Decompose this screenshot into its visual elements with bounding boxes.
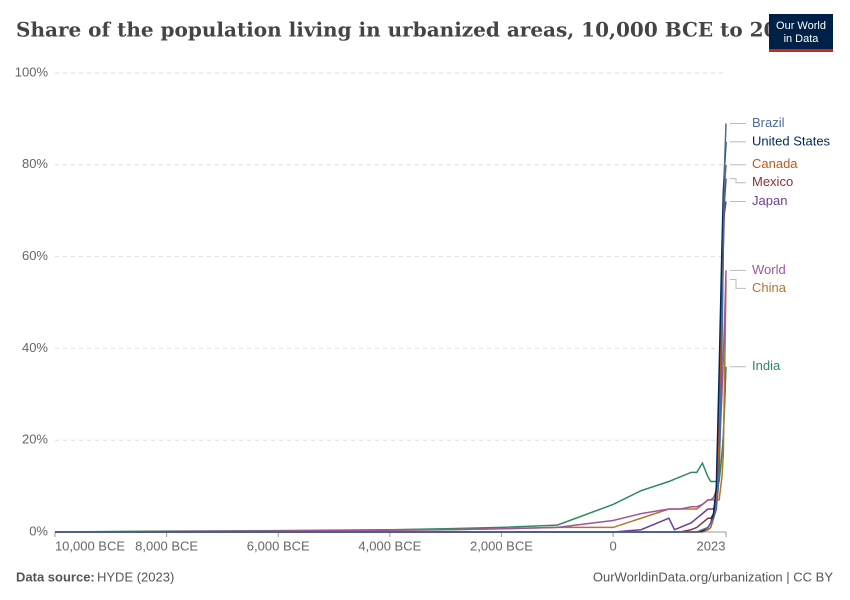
legend-label: Japan: [752, 193, 787, 208]
legend-label: World: [752, 262, 786, 277]
series-line: [55, 123, 727, 533]
y-tick-label: 20%: [22, 432, 48, 447]
series-line: [55, 201, 727, 533]
logo-text: in Data: [784, 33, 820, 45]
chart-title: Share of the population living in urbani…: [16, 18, 805, 42]
logo-underline: [769, 49, 833, 52]
source-label: Data source:: [16, 569, 95, 584]
x-tick-label: 10,000 BCE: [55, 538, 125, 553]
legend-label: United States: [752, 133, 831, 148]
legend-label: China: [752, 280, 787, 295]
x-tick-label: 2,000 BCE: [470, 538, 533, 553]
y-tick-label: 40%: [22, 340, 48, 355]
y-tick-label: 60%: [22, 248, 48, 263]
series-line: [54, 366, 727, 533]
label-connector: [730, 178, 746, 184]
series-line: [55, 141, 727, 533]
x-tick-label: 0: [609, 538, 616, 553]
x-tick-label: 8,000 BCE: [135, 538, 198, 553]
footer-link[interactable]: OurWorldinData.org/urbanization | CC BY: [593, 569, 833, 584]
source: HYDE (2023): [97, 569, 174, 584]
y-tick-label: 80%: [22, 156, 48, 171]
logo-text: Our World: [776, 20, 826, 32]
x-tick-label: 4,000 BCE: [358, 538, 421, 553]
logo: Our World in Data: [769, 14, 833, 52]
legend-label: Brazil: [752, 115, 785, 130]
label-connector: [730, 279, 746, 289]
y-tick-label: 0%: [29, 523, 48, 538]
series-line: [55, 178, 727, 533]
logo-box: [769, 14, 833, 52]
series-line: [54, 279, 727, 533]
x-tick-label: 2023: [697, 538, 726, 553]
legend-label: India: [752, 358, 781, 373]
y-tick-label: 100%: [15, 64, 49, 79]
legend-label: Mexico: [752, 174, 793, 189]
series-line: [54, 270, 727, 533]
legend-label: Canada: [752, 156, 798, 171]
x-tick-label: 6,000 BCE: [247, 538, 310, 553]
